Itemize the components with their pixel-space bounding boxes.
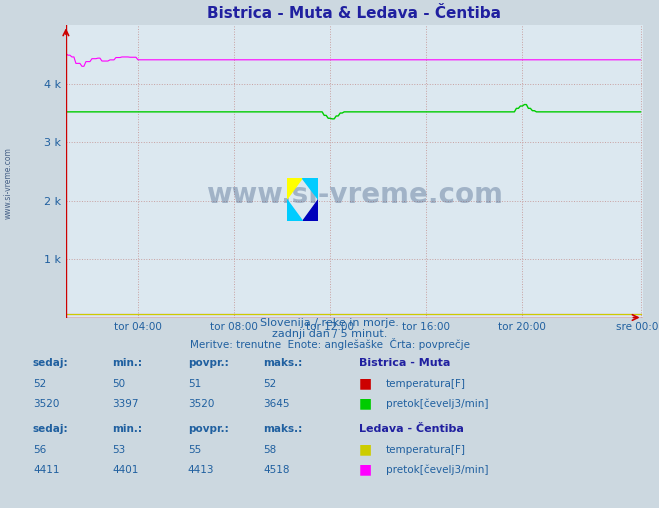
Polygon shape [287,200,302,221]
Text: ■: ■ [359,462,372,477]
Text: povpr.:: povpr.: [188,358,229,368]
Polygon shape [302,200,318,221]
Text: 55: 55 [188,445,201,455]
Text: ■: ■ [359,376,372,390]
Text: Slovenija / reke in morje.: Slovenija / reke in morje. [260,318,399,328]
Text: ■: ■ [359,396,372,410]
Text: maks.:: maks.: [264,424,303,434]
Text: Bistrica - Muta: Bistrica - Muta [359,358,451,368]
Text: ■: ■ [359,442,372,456]
Text: temperatura[F]: temperatura[F] [386,379,465,389]
Polygon shape [287,178,302,200]
Title: Bistrica - Muta & Ledava - Čentiba: Bistrica - Muta & Ledava - Čentiba [207,7,501,21]
Text: sedaj:: sedaj: [33,358,69,368]
Text: zadnji dan / 5 minut.: zadnji dan / 5 minut. [272,329,387,339]
Text: 53: 53 [112,445,125,455]
Text: Meritve: trenutne  Enote: anglešaške  Črta: povprečje: Meritve: trenutne Enote: anglešaške Črta… [190,338,469,351]
Text: 4413: 4413 [188,465,214,475]
Text: min.:: min.: [112,424,142,434]
Text: 3645: 3645 [264,399,290,409]
Text: www.si-vreme.com: www.si-vreme.com [3,147,13,219]
Text: Ledava - Čentiba: Ledava - Čentiba [359,424,464,434]
Text: 52: 52 [33,379,46,389]
Text: 52: 52 [264,379,277,389]
Text: 4401: 4401 [112,465,138,475]
Text: 56: 56 [33,445,46,455]
Text: 50: 50 [112,379,125,389]
Text: povpr.:: povpr.: [188,424,229,434]
Text: www.si-vreme.com: www.si-vreme.com [206,181,503,209]
Text: min.:: min.: [112,358,142,368]
Text: pretok[čevelj3/min]: pretok[čevelj3/min] [386,465,488,475]
Text: temperatura[F]: temperatura[F] [386,445,465,455]
Text: 51: 51 [188,379,201,389]
Text: maks.:: maks.: [264,358,303,368]
Text: 3520: 3520 [33,399,59,409]
Text: 58: 58 [264,445,277,455]
Text: sedaj:: sedaj: [33,424,69,434]
Text: pretok[čevelj3/min]: pretok[čevelj3/min] [386,399,488,409]
Polygon shape [302,178,318,200]
Text: 3520: 3520 [188,399,214,409]
Text: 4411: 4411 [33,465,59,475]
Text: 3397: 3397 [112,399,138,409]
Text: 4518: 4518 [264,465,290,475]
